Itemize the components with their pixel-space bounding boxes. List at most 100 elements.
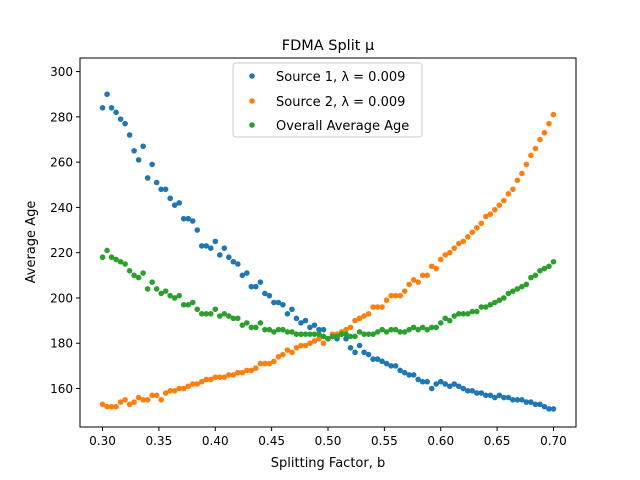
data-point-source-1 — [275, 299, 282, 306]
data-point-overall — [135, 274, 142, 281]
data-point-source-1 — [271, 299, 277, 306]
data-point-overall — [311, 331, 318, 337]
y-tick-label: 300 — [50, 65, 73, 79]
data-point-source-1 — [437, 378, 444, 385]
x-tick-label: 0.60 — [427, 434, 454, 448]
data-point-overall — [424, 326, 431, 333]
data-point-source-1 — [230, 258, 237, 265]
data-point-source-2 — [262, 360, 268, 367]
data-point-source-1 — [496, 392, 503, 399]
data-point-overall — [266, 326, 273, 333]
data-point-source-2 — [550, 111, 557, 118]
data-point-source-1 — [505, 394, 512, 401]
data-point-source-1 — [388, 363, 394, 369]
data-point-source-2 — [298, 342, 304, 349]
data-point-source-1 — [365, 351, 372, 358]
data-point-source-2 — [307, 340, 313, 347]
data-point-source-2 — [392, 292, 399, 299]
data-point-source-2 — [464, 234, 471, 240]
data-point-source-1 — [451, 381, 458, 387]
data-point-source-2 — [293, 344, 300, 351]
data-point-source-2 — [216, 374, 223, 381]
data-point-source-1 — [149, 161, 155, 168]
data-point-source-1 — [410, 372, 417, 378]
data-point-source-2 — [483, 213, 489, 220]
data-point-source-2 — [99, 401, 106, 408]
data-point-source-1 — [464, 387, 471, 394]
data-point-source-1 — [185, 215, 192, 222]
data-point-overall — [410, 324, 417, 331]
data-point-overall — [455, 311, 462, 317]
data-point-source-1 — [99, 105, 106, 111]
data-point-overall — [365, 331, 372, 337]
data-point-overall — [316, 331, 322, 337]
data-point-source-1 — [226, 254, 232, 261]
data-point-source-1 — [298, 320, 304, 326]
data-point-overall — [320, 333, 327, 340]
data-point-source-1 — [406, 372, 412, 378]
data-point-source-1 — [370, 356, 376, 362]
data-point-source-2 — [510, 186, 516, 193]
data-point-overall — [352, 333, 358, 340]
data-point-overall — [523, 281, 530, 288]
data-point-source-2 — [149, 392, 155, 399]
data-point-source-1 — [343, 335, 349, 342]
chart-title: FDMA Split μ — [282, 38, 375, 54]
data-point-source-1 — [519, 397, 525, 403]
data-point-source-2 — [523, 161, 530, 168]
data-point-source-2 — [108, 403, 115, 410]
data-point-source-2 — [126, 401, 133, 408]
data-point-source-1 — [117, 116, 124, 122]
data-point-source-2 — [460, 238, 467, 245]
data-point-overall — [464, 311, 471, 317]
data-point-overall — [383, 329, 390, 335]
data-point-source-2 — [419, 272, 426, 279]
data-point-source-1 — [113, 109, 119, 116]
data-point-source-1 — [546, 406, 552, 412]
data-point-overall — [207, 311, 214, 317]
data-point-source-2 — [275, 354, 282, 360]
data-point-overall — [334, 333, 340, 340]
data-point-overall — [528, 274, 534, 281]
data-point-source-2 — [117, 399, 124, 405]
data-point-source-1 — [203, 243, 210, 249]
data-point-source-2 — [171, 387, 178, 394]
data-point-overall — [347, 333, 354, 340]
data-point-overall — [108, 254, 115, 261]
data-point-source-1 — [528, 399, 534, 405]
y-tick-label: 200 — [50, 291, 73, 305]
data-point-source-2 — [388, 292, 394, 299]
data-point-source-2 — [361, 313, 367, 319]
data-point-overall — [469, 308, 476, 315]
data-point-source-2 — [532, 145, 539, 152]
data-point-source-2 — [370, 304, 376, 310]
data-point-source-1 — [239, 272, 246, 279]
data-point-source-1 — [501, 394, 507, 401]
data-point-source-2 — [410, 277, 417, 283]
data-point-source-1 — [284, 311, 291, 317]
data-point-source-2 — [343, 326, 349, 333]
data-point-source-1 — [428, 385, 435, 392]
data-point-source-2 — [212, 374, 219, 381]
data-point-overall — [532, 272, 539, 279]
legend: Source 1, λ = 0.009 Source 2, λ = 0.009 … — [232, 62, 423, 138]
data-point-source-1 — [126, 132, 133, 138]
data-point-overall — [514, 286, 521, 292]
data-point-overall — [162, 288, 169, 294]
data-point-overall — [140, 270, 146, 276]
data-point-source-1 — [320, 326, 327, 333]
data-point-overall — [212, 306, 219, 313]
data-point-overall — [419, 324, 426, 331]
data-point-source-2 — [289, 349, 295, 356]
data-point-overall — [478, 304, 485, 310]
data-point-overall — [307, 331, 313, 337]
data-point-source-2 — [280, 351, 286, 358]
data-point-source-2 — [487, 211, 494, 217]
data-point-overall — [275, 326, 282, 333]
data-point-source-1 — [122, 120, 128, 127]
data-point-source-2 — [198, 378, 205, 385]
data-point-source-2 — [207, 376, 214, 383]
data-point-source-2 — [374, 304, 381, 310]
legend-label-source-2: Source 2, λ = 0.009 — [276, 95, 405, 110]
